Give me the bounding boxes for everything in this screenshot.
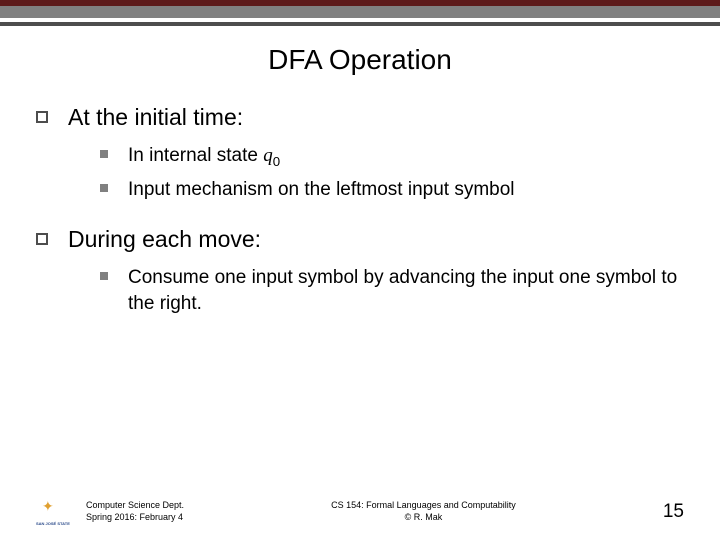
footer-course-line2: © R. Mak [184, 512, 663, 524]
list-item: At the initial time: [36, 104, 684, 131]
sublist-item: Consume one input symbol by advancing th… [100, 265, 684, 316]
square-open-bullet-icon [36, 111, 48, 123]
square-filled-bullet-icon [100, 150, 108, 158]
footer: ✦ SAN JOSÉ STATE Computer Science Dept. … [0, 498, 720, 526]
slide-content: At the initial time: In internal state q… [0, 104, 720, 317]
sublist: In internal state q0 Input mechanism on … [100, 143, 684, 202]
sublist-item: Input mechanism on the leftmost input sy… [100, 177, 684, 203]
slide-title: DFA Operation [0, 44, 720, 76]
footer-dept-line2: Spring 2016: February 4 [86, 512, 184, 524]
square-filled-bullet-icon [100, 184, 108, 192]
logo-icon: ✦ [42, 498, 54, 515]
sublist: Consume one input symbol by advancing th… [100, 265, 684, 316]
footer-course: CS 154: Formal Languages and Computabili… [184, 500, 663, 523]
bar-gray-thin [0, 22, 720, 26]
sublist-item: In internal state q0 [100, 143, 684, 171]
decorative-bars [0, 0, 720, 26]
bar-gray-thick [0, 6, 720, 18]
list-item-text: At the initial time: [68, 104, 243, 131]
university-logo: ✦ SAN JOSÉ STATE [36, 498, 70, 526]
list-item: During each move: [36, 226, 684, 253]
footer-course-line1: CS 154: Formal Languages and Computabili… [184, 500, 663, 512]
sublist-item-text: Input mechanism on the leftmost input sy… [128, 177, 515, 203]
list-item-text: During each move: [68, 226, 261, 253]
sublist-item-text: In internal state q0 [128, 143, 280, 171]
square-filled-bullet-icon [100, 272, 108, 280]
sublist-item-text: Consume one input symbol by advancing th… [128, 265, 684, 316]
footer-dept-line1: Computer Science Dept. [86, 500, 184, 512]
page-number: 15 [663, 501, 684, 523]
square-open-bullet-icon [36, 233, 48, 245]
footer-dept: Computer Science Dept. Spring 2016: Febr… [86, 500, 184, 523]
logo-text: SAN JOSÉ STATE [36, 521, 70, 526]
